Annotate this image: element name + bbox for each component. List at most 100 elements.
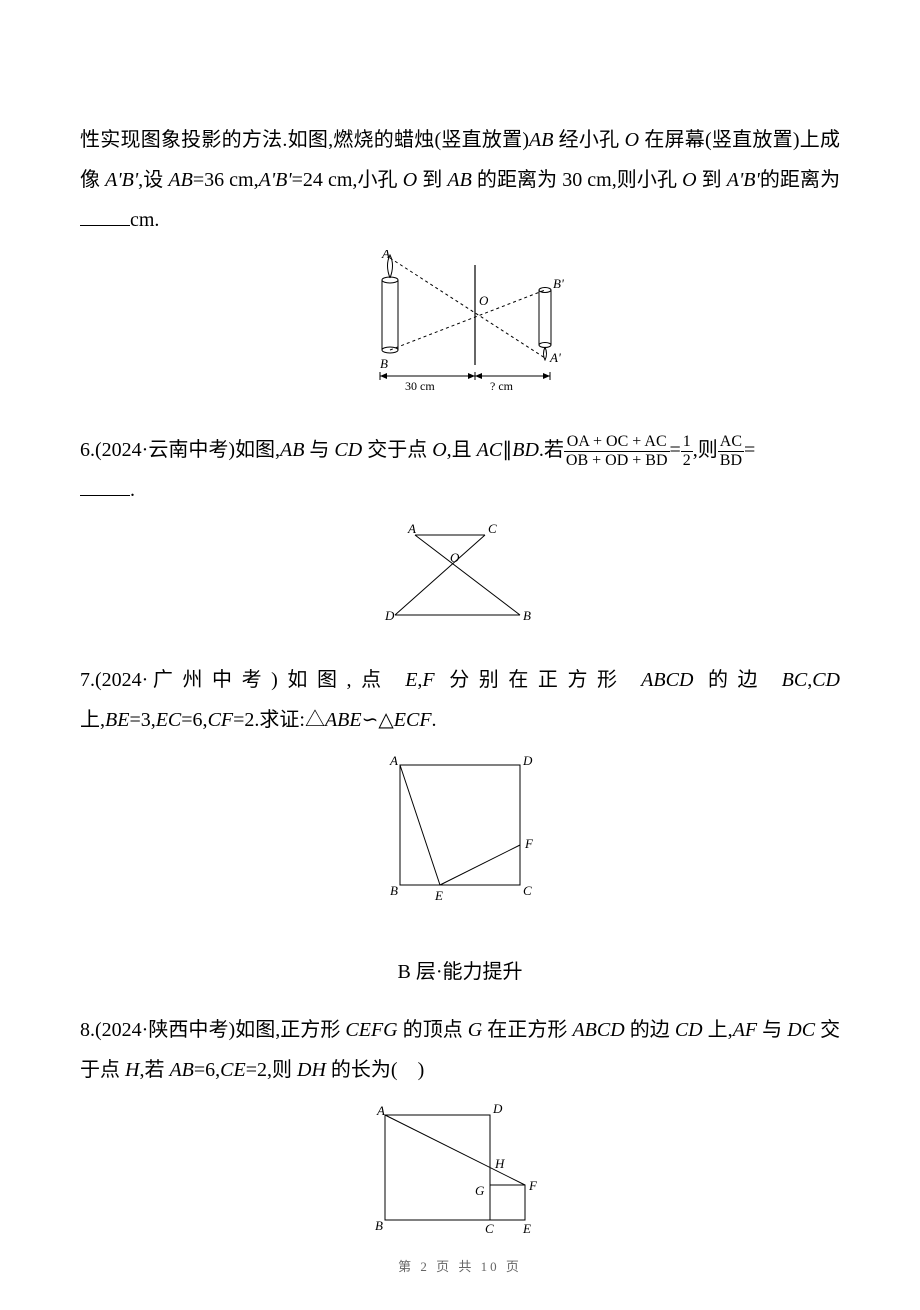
var-O: O	[625, 129, 639, 151]
text: 与	[762, 1019, 787, 1041]
label-D: D	[522, 753, 533, 768]
text: =24 cm,小孔	[292, 169, 403, 191]
text: 上,	[80, 709, 105, 731]
var-BC: BC	[782, 669, 808, 691]
label-G: G	[475, 1183, 485, 1198]
fraction-2: 12	[681, 433, 693, 469]
text: =6,	[181, 709, 207, 731]
var-G: G	[468, 1019, 482, 1041]
var-H: H	[125, 1059, 139, 1081]
q8: 8.(2024·陕西中考)如图,正方形 CEFG 的顶点 G 在正方形 ABCD…	[80, 1010, 840, 1090]
var-ABprime: A'B'	[259, 169, 292, 191]
var-CD: CD	[334, 439, 362, 461]
text: 交于点	[362, 439, 432, 461]
fraction-1: OA + OC + ACOB + OD + BD	[564, 433, 670, 469]
figure-candle: A B B' A' O 30 cm ? cm	[80, 250, 840, 414]
text: 经小孔	[553, 129, 624, 151]
text: 的顶点	[398, 1019, 468, 1041]
label-B: B	[523, 608, 531, 623]
var-ABCD: ABCD	[641, 669, 693, 691]
var-F: F	[422, 669, 434, 691]
text: =2,则	[246, 1059, 297, 1081]
text: 的边	[625, 1019, 675, 1041]
den: OB + OD + BD	[564, 452, 670, 470]
var-BE: BE	[105, 709, 129, 731]
cross-svg: A C O D B	[380, 520, 540, 630]
var-ABCD: ABCD	[572, 1019, 624, 1041]
text: ,设	[138, 169, 168, 191]
var-AB: AB	[280, 439, 304, 461]
parallel: ∥	[502, 439, 512, 461]
squares-svg: A D H G F B C E	[365, 1100, 555, 1240]
label-D: D	[492, 1101, 503, 1116]
text: .若	[539, 439, 564, 461]
q7: 7.(2024·广州中考)如图,点 E,F 分别在正方形 ABCD 的边 BC,…	[80, 660, 840, 740]
var-AB: AB	[529, 129, 553, 151]
text: 性实现图象投影的方法.如图,燃烧的蜡烛(竖直放置)	[80, 129, 529, 151]
var-CF: CF	[208, 709, 234, 731]
label-Bp: B'	[553, 276, 564, 291]
var-AB: AB	[447, 169, 471, 191]
text: =	[744, 439, 755, 461]
label-E: E	[522, 1221, 531, 1236]
figure-squares: A D H G F B C E	[80, 1100, 840, 1254]
square-ef-svg: A D F B E C	[375, 750, 545, 910]
num: AC	[718, 433, 744, 452]
text: 的距离为	[760, 169, 840, 191]
label-E: E	[434, 888, 443, 903]
fraction-3: ACBD	[718, 433, 744, 469]
text: =2.求证:△	[233, 709, 325, 731]
section-b-title: B 层·能力提升	[80, 952, 840, 992]
page-footer: 第 2 页 共 10 页	[0, 1254, 920, 1280]
blank-answer	[80, 475, 130, 496]
text: 广州中考)如图,点	[148, 669, 405, 691]
label-C: C	[488, 521, 497, 536]
page: 性实现图象投影的方法.如图,燃烧的蜡烛(竖直放置)AB 经小孔 O 在屏幕(竖直…	[0, 0, 920, 1310]
text: 7.(2024·	[80, 669, 148, 691]
text: =36 cm,	[193, 169, 259, 191]
q5-continuation: 性实现图象投影的方法.如图,燃烧的蜡烛(竖直放置)AB 经小孔 O 在屏幕(竖直…	[80, 120, 840, 240]
label-C: C	[523, 883, 532, 898]
label-B: B	[375, 1218, 383, 1233]
text: 与	[304, 439, 334, 461]
var-O: O	[682, 169, 696, 191]
var-ABE: ABE	[325, 709, 362, 731]
label-Ap: A'	[549, 350, 561, 365]
var-AC: AC	[477, 439, 503, 461]
var-ECF: ECF	[394, 709, 432, 731]
label-F: F	[528, 1178, 538, 1193]
den: BD	[718, 452, 744, 470]
label-O: O	[450, 550, 460, 565]
q6: 6.(2024·云南中考)如图,AB 与 CD 交于点 O,且 AC∥BD.若O…	[80, 430, 840, 510]
var-CD: CD	[812, 669, 840, 691]
var-O: O	[403, 169, 417, 191]
dim-left: 30 cm	[405, 379, 435, 393]
blank-answer	[80, 205, 130, 226]
text: 的边	[693, 669, 781, 691]
candle-svg: A B B' A' O 30 cm ? cm	[345, 250, 575, 400]
text: 的长为( )	[326, 1059, 424, 1081]
label-A: A	[376, 1103, 385, 1118]
var-CE: CE	[220, 1059, 246, 1081]
var-CD: CD	[675, 1019, 703, 1041]
label-A: A	[407, 521, 416, 536]
label-H: H	[494, 1156, 505, 1171]
var-EC: EC	[156, 709, 182, 731]
den: 2	[681, 452, 693, 470]
var-AB: AB	[168, 169, 192, 191]
text: =6,	[194, 1059, 220, 1081]
var-O: O	[432, 439, 446, 461]
text: 的距离为 30 cm,则小孔	[472, 169, 682, 191]
text: 分别在正方形	[435, 669, 642, 691]
var-AB: AB	[169, 1059, 193, 1081]
text: 在正方形	[482, 1019, 572, 1041]
text: ,且	[447, 439, 477, 461]
text: ,则	[693, 439, 718, 461]
var-E: E	[405, 669, 417, 691]
figure-cross: A C O D B	[80, 520, 840, 644]
text: 上,	[703, 1019, 733, 1041]
text: ,若	[139, 1059, 169, 1081]
var-CEFG: CEFG	[345, 1019, 397, 1041]
text: cm.	[130, 209, 159, 231]
var-BD: BD	[512, 439, 539, 461]
